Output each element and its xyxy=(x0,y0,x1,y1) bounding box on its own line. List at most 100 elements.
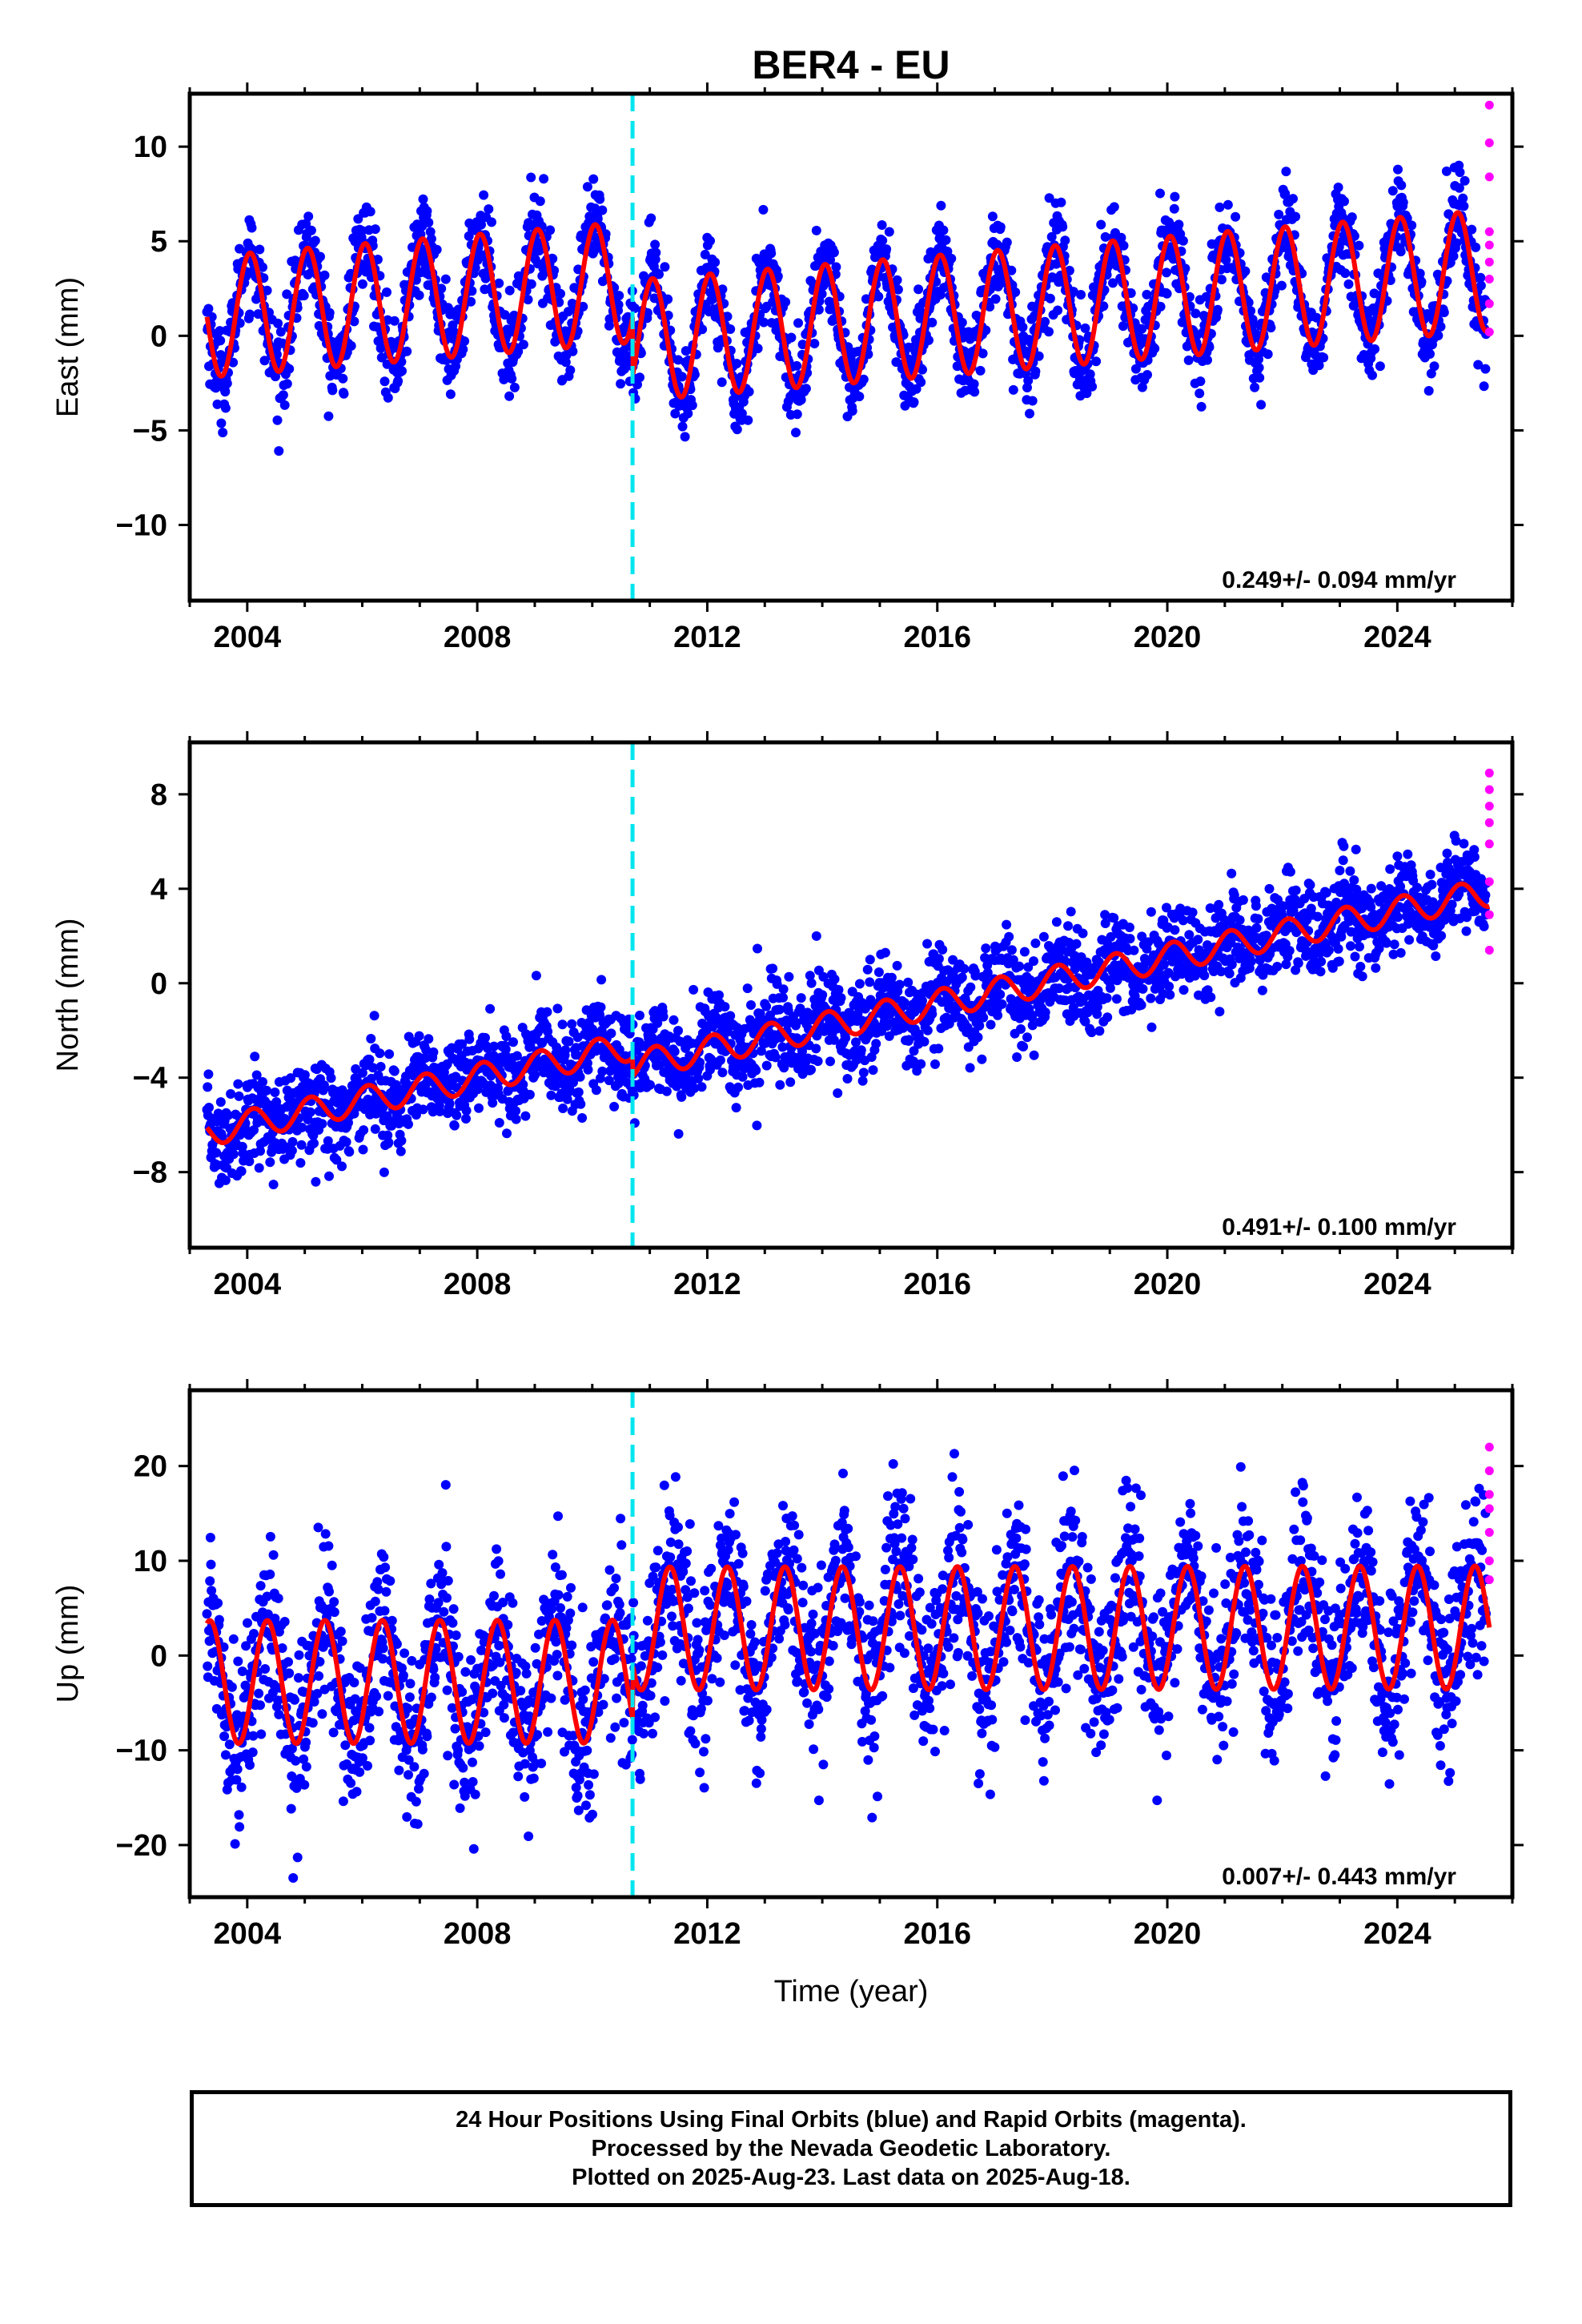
data-point xyxy=(754,1077,765,1088)
data-point xyxy=(660,262,670,272)
data-point xyxy=(616,379,626,389)
data-point xyxy=(1109,202,1119,212)
data-point xyxy=(857,1076,868,1086)
data-point xyxy=(993,1010,1003,1020)
data-point xyxy=(552,1003,563,1014)
data-point xyxy=(247,223,257,233)
data-point xyxy=(1339,196,1349,207)
data-point xyxy=(922,1025,933,1035)
data-point xyxy=(1118,240,1129,251)
data-point xyxy=(255,244,265,255)
data-point xyxy=(428,1047,439,1057)
data-point xyxy=(903,977,913,987)
data-point xyxy=(1343,279,1354,289)
data-point xyxy=(282,289,292,300)
data-point xyxy=(868,1065,878,1076)
data-point xyxy=(542,1007,552,1017)
data-point xyxy=(650,255,661,264)
data-point xyxy=(1118,321,1128,332)
data-point xyxy=(278,390,288,400)
data-point xyxy=(725,324,736,334)
data-point xyxy=(629,303,640,313)
data-point xyxy=(829,974,840,984)
data-point xyxy=(1170,191,1180,202)
data-point xyxy=(1045,293,1055,304)
data-point xyxy=(518,340,528,350)
data-point xyxy=(1251,901,1261,911)
data-point xyxy=(1060,235,1070,246)
data-point xyxy=(833,1088,843,1098)
data-point xyxy=(1199,971,1210,981)
data-point xyxy=(1142,370,1152,380)
data-point xyxy=(389,1066,400,1076)
data-point xyxy=(651,247,661,258)
data-point xyxy=(677,421,688,432)
data-point xyxy=(1425,349,1435,359)
rapid-point xyxy=(1484,227,1494,236)
data-point xyxy=(1158,959,1169,970)
data-point xyxy=(930,1059,940,1069)
data-point xyxy=(710,257,721,267)
data-point xyxy=(1215,1007,1225,1017)
data-point xyxy=(1251,923,1262,933)
data-point xyxy=(904,1035,914,1045)
data-point xyxy=(873,292,884,302)
data-point xyxy=(811,931,821,941)
data-point xyxy=(485,1003,496,1014)
data-point xyxy=(1012,1052,1022,1062)
data-point xyxy=(557,1019,568,1030)
data-point xyxy=(1162,267,1171,278)
data-point xyxy=(1370,344,1380,354)
data-point xyxy=(892,275,902,285)
data-point xyxy=(913,284,924,295)
data-point xyxy=(1040,1007,1050,1018)
data-point xyxy=(766,248,777,259)
data-point xyxy=(531,971,541,981)
data-point xyxy=(467,286,477,296)
data-point xyxy=(1354,240,1364,251)
data-point xyxy=(658,1011,669,1022)
data-point xyxy=(899,998,909,1008)
data-point xyxy=(1476,280,1486,291)
rapid-point xyxy=(1484,328,1494,337)
data-point xyxy=(1016,1024,1026,1034)
data-point xyxy=(502,1128,512,1139)
rapid-point xyxy=(1484,275,1494,283)
data-point xyxy=(370,1124,380,1134)
data-point xyxy=(273,318,283,328)
x-tick-label: 2008 xyxy=(444,621,512,654)
data-point xyxy=(414,1031,424,1041)
data-point xyxy=(396,1146,406,1156)
data-point xyxy=(677,1092,687,1102)
data-point xyxy=(1063,921,1073,931)
data-point xyxy=(511,1114,521,1124)
y-tick-label: −5 xyxy=(133,414,167,448)
data-point xyxy=(262,1085,271,1096)
data-point xyxy=(359,1125,369,1136)
data-point xyxy=(836,993,846,1003)
data-point xyxy=(479,190,489,200)
data-point xyxy=(786,332,797,343)
data-point xyxy=(1340,268,1351,279)
data-point xyxy=(216,418,227,428)
data-point xyxy=(737,1072,748,1082)
data-point xyxy=(811,225,821,235)
data-point xyxy=(677,372,687,382)
data-point xyxy=(806,1064,816,1075)
data-point xyxy=(1263,349,1273,360)
data-point xyxy=(1398,197,1408,207)
data-point xyxy=(817,990,828,1000)
data-point xyxy=(1315,967,1326,977)
data-point xyxy=(254,1163,264,1173)
data-point xyxy=(1053,305,1063,316)
data-point xyxy=(974,1020,985,1031)
data-point xyxy=(526,279,536,289)
data-point xyxy=(236,1166,247,1176)
data-point xyxy=(1429,361,1439,372)
data-point xyxy=(990,294,1001,304)
data-point xyxy=(1280,188,1291,199)
data-point xyxy=(512,1051,522,1061)
data-point xyxy=(1025,408,1034,419)
data-point xyxy=(1111,994,1122,1004)
data-point xyxy=(801,384,811,394)
